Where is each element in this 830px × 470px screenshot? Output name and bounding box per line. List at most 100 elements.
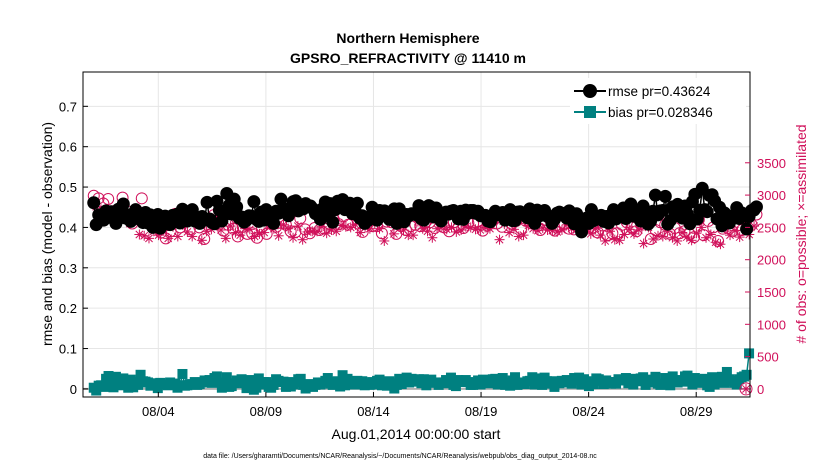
bias-point (445, 372, 456, 383)
obs-assimilated-point (715, 239, 726, 250)
obs-assimilated-point (427, 232, 438, 243)
asterisk-stroke (668, 233, 677, 242)
asterisk-stroke (145, 234, 153, 243)
y-right-tick-label: 2500 (757, 220, 786, 235)
rmse-point (575, 225, 589, 239)
rmse-point (648, 188, 662, 202)
plot-frame (82, 71, 751, 398)
y-left-tick-label: 0.2 (59, 301, 77, 316)
obs-possible-point (102, 192, 115, 205)
x-axis-label: Aug.01,2014 00:00:00 start (332, 426, 501, 442)
obs-assimilated-point (297, 234, 308, 245)
asterisk-stroke (322, 229, 331, 238)
obs-assimilated-point (273, 230, 284, 241)
bias-point (98, 381, 109, 392)
asterisk-stroke (697, 223, 706, 232)
asterisk-stroke (389, 229, 398, 238)
obs-possible-point (135, 192, 148, 205)
asterisk-stroke (274, 231, 283, 240)
obs-assimilated-point (259, 227, 270, 238)
obs-possible-point (231, 230, 244, 243)
legend-bias-label: bias pr=0.028346 (608, 105, 713, 120)
rmse-point (326, 215, 340, 229)
chart-subtitle: GPSRO_REFRACTIVITY @ 11410 m (290, 50, 526, 66)
asterisk-stroke (423, 227, 432, 236)
obs-assimilated-point (187, 231, 198, 242)
legend-rmse-label: rmse pr=0.43624 (608, 84, 711, 99)
asterisk-stroke (279, 220, 288, 229)
rmse-point (247, 195, 261, 209)
asterisk-stroke (236, 231, 245, 240)
asterisk-stroke (466, 223, 475, 232)
x-tick-label: 08/29 (680, 404, 713, 419)
bias-point (211, 371, 222, 382)
x-tick-label: 08/04 (142, 404, 175, 419)
bias-point (177, 368, 188, 379)
asterisk-stroke (591, 224, 600, 233)
asterisk-stroke (221, 234, 230, 243)
obs-assimilated-point (518, 230, 529, 241)
bias-point (657, 379, 668, 390)
asterisk-stroke (702, 233, 710, 242)
asterisk-stroke (716, 240, 725, 249)
bias-point (699, 373, 710, 384)
bias-point (731, 379, 742, 390)
asterisk-stroke (514, 232, 523, 241)
asterisk-stroke (682, 233, 691, 242)
asterisk-stroke (730, 226, 739, 235)
asterisk-stroke (365, 224, 374, 233)
rmse-point (267, 216, 281, 230)
x-tick-label: 08/19 (465, 404, 498, 419)
bias-point (135, 369, 146, 380)
rmse-point (700, 205, 714, 219)
asterisk-stroke (538, 224, 547, 232)
asterisk-stroke (447, 223, 456, 232)
rmse-point (87, 196, 101, 210)
obs-assimilated-point (422, 226, 433, 237)
asterisk-stroke (505, 228, 514, 237)
obs-assimilated-point (249, 231, 260, 242)
asterisk-stroke (337, 221, 346, 230)
asterisk-stroke (197, 236, 206, 245)
rmse-point (109, 216, 123, 230)
obs-assimilated-point (408, 230, 419, 241)
asterisk-stroke (687, 236, 696, 245)
y-right-tick-label: 500 (757, 350, 779, 365)
obs-assimilated-point (629, 228, 639, 239)
asterisk-stroke (260, 228, 269, 237)
asterisk-stroke (601, 237, 610, 245)
asterisk-stroke (298, 235, 307, 244)
asterisk-stroke (639, 239, 648, 248)
legend-rmse-marker (583, 84, 597, 98)
bias-point (650, 371, 661, 382)
x-tick-label: 08/14 (357, 404, 390, 419)
asterisk-stroke (289, 233, 298, 242)
obs-assimilated-point (388, 228, 399, 239)
asterisk-stroke (375, 224, 384, 233)
chart-title: Northern Hemisphere (336, 30, 479, 46)
legend: rmse pr=0.43624 bias pr=0.028346 (570, 78, 746, 124)
y-left-tick-label: 0.1 (59, 342, 77, 357)
asterisk-stroke (519, 231, 528, 240)
obs-assimilated-point (600, 235, 611, 246)
rmse-point (350, 196, 364, 210)
y-left-tick-label: 0.4 (59, 220, 77, 235)
y-axis-label-right: # of obs: o=possible; ×=assimilated (793, 124, 809, 343)
asterisk-stroke (678, 228, 686, 237)
obs-assimilated-point (701, 232, 712, 243)
asterisk-stroke (634, 226, 643, 234)
y-axis-label-left: rmse and bias (model - observation) (39, 122, 55, 346)
y-left-tick-label: 0.3 (59, 261, 77, 276)
legend-bias-marker (584, 106, 596, 118)
rmse-point (740, 222, 754, 236)
rmse-point (230, 200, 244, 214)
bias-point (295, 373, 306, 384)
asterisk-stroke (164, 234, 173, 243)
obs-assimilated-point (163, 233, 174, 244)
asterisk-stroke (706, 230, 715, 239)
asterisk-stroke (231, 228, 240, 237)
obs-assimilated-point (672, 235, 683, 246)
obs-assimilated-point (686, 235, 697, 246)
